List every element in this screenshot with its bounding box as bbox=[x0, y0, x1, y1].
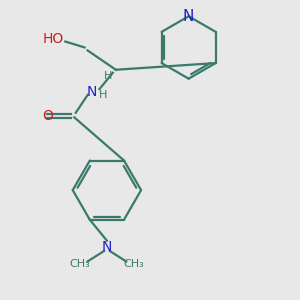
Text: H: H bbox=[99, 90, 107, 100]
Text: CH₃: CH₃ bbox=[123, 260, 144, 269]
Text: N: N bbox=[183, 9, 194, 24]
Text: CH₃: CH₃ bbox=[70, 260, 91, 269]
Text: HO: HO bbox=[43, 32, 64, 46]
Text: N: N bbox=[87, 85, 97, 99]
Text: O: O bbox=[42, 109, 53, 123]
Text: N: N bbox=[102, 240, 112, 254]
Text: H: H bbox=[104, 71, 112, 81]
